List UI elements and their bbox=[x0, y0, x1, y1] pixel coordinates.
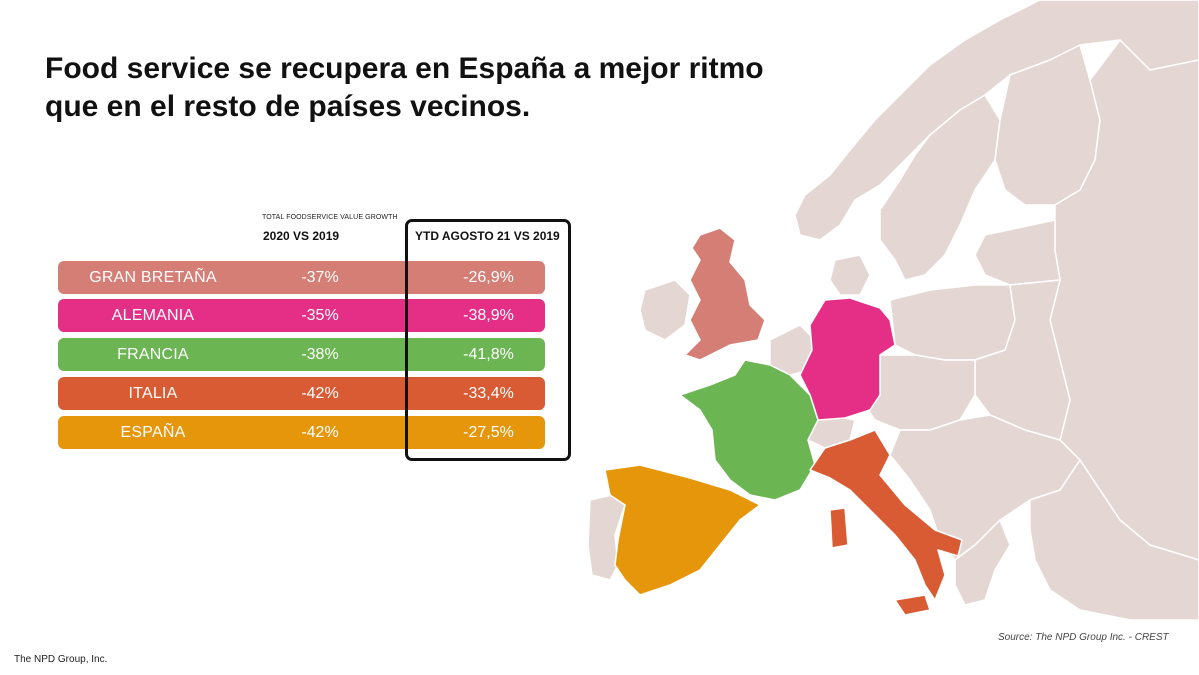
map-region-ireland bbox=[639, 279, 691, 341]
country-label: GRAN BRETAÑA bbox=[89, 269, 217, 286]
ytd-highlight-box bbox=[405, 219, 571, 461]
country-label: ESPAÑA bbox=[120, 424, 186, 441]
map-region-espana bbox=[604, 464, 761, 596]
footer-credit: The NPD Group, Inc. bbox=[14, 654, 108, 665]
map-region-central bbox=[864, 354, 976, 431]
map-region-norway bbox=[794, 0, 1199, 241]
map-region-sweden bbox=[879, 94, 1001, 281]
map-region-gran-bretana bbox=[684, 227, 766, 361]
country-label: FRANCIA bbox=[117, 346, 189, 363]
map-region-poland bbox=[889, 284, 1016, 361]
table-row-francia: FRANCIA -38% -41,8% bbox=[58, 338, 545, 371]
table-row-alemania: ALEMANIA -35% -38,9% bbox=[58, 299, 545, 332]
map-region-francia bbox=[679, 359, 819, 501]
value-ytd: -26,9% bbox=[463, 269, 514, 286]
value-2020: -35% bbox=[301, 307, 339, 324]
value-ytd: -33,4% bbox=[463, 385, 514, 402]
column-header-2020: 2020 VS 2019 bbox=[263, 229, 340, 243]
value-2020: -37% bbox=[301, 269, 339, 286]
column-header-ytd: YTD AGOSTO 21 VS 2019 bbox=[415, 229, 560, 243]
source-note: Source: The NPD Group Inc. - CREST bbox=[998, 632, 1169, 643]
map-region-denmark bbox=[829, 254, 871, 296]
table-row-espana: ESPAÑA -42% -27,5% bbox=[58, 416, 545, 449]
value-2020: -42% bbox=[301, 424, 339, 441]
value-2020: -42% bbox=[301, 385, 339, 402]
country-label: ALEMANIA bbox=[111, 307, 195, 324]
map-region-sicilia bbox=[894, 594, 931, 616]
map-region-alemania bbox=[799, 297, 896, 421]
map-region-italia bbox=[809, 429, 963, 601]
map-region-turkey bbox=[1029, 459, 1199, 621]
value-ytd: -38,9% bbox=[463, 307, 514, 324]
map-region-cerdena bbox=[829, 507, 849, 549]
table-row-italia: ITALIA -42% -33,4% bbox=[58, 377, 545, 410]
table-subheader: TOTAL FOODSERVICE VALUE GROWTH bbox=[262, 214, 398, 221]
value-ytd: -27,5% bbox=[463, 424, 514, 441]
page-title: Food service se recupera en España a mej… bbox=[45, 52, 764, 123]
country-label: ITALIA bbox=[128, 385, 178, 402]
value-2020: -38% bbox=[301, 346, 339, 363]
map-region-greece bbox=[954, 519, 1011, 606]
map-region-baltics bbox=[974, 219, 1061, 286]
table-row-gran-bretana: GRAN BRETAÑA -37% -26,9% bbox=[58, 261, 545, 294]
value-ytd: -41,8% bbox=[463, 346, 514, 363]
